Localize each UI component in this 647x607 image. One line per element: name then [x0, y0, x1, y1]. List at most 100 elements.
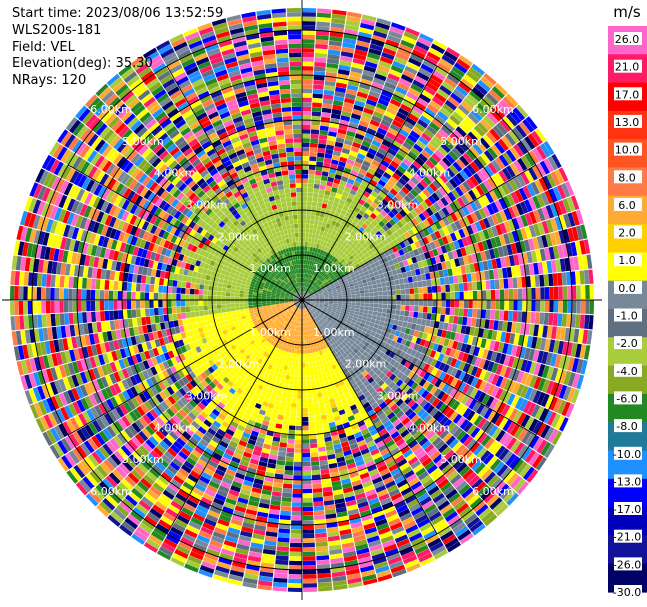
range-gate-cell [360, 144, 370, 152]
range-gate-cell [387, 211, 396, 219]
range-gate-cell [302, 120, 311, 125]
range-gate-cell [509, 162, 520, 176]
range-gate-cell [316, 225, 322, 231]
range-gate-cell [302, 21, 316, 26]
range-gate-cell [326, 232, 331, 239]
range-gate-cell [535, 145, 547, 160]
range-gate-cell [302, 192, 308, 197]
range-gate-cell [347, 260, 353, 266]
range-gate-cell [383, 135, 394, 144]
range-gate-cell [321, 203, 328, 209]
range-gate-cell [416, 71, 430, 82]
range-gate-cell [369, 119, 380, 128]
range-gate-cell [343, 139, 353, 146]
range-gate-cell [304, 287, 307, 292]
range-gate-cell [381, 217, 389, 225]
range-gate-cell [302, 223, 306, 229]
range-gate-cell [393, 56, 408, 66]
range-gate-cell [375, 205, 383, 213]
range-gate-cell [458, 183, 468, 195]
range-gate-cell [306, 278, 309, 283]
range-gate-cell [443, 139, 455, 150]
range-gate-cell [335, 267, 341, 272]
range-gate-cell [437, 62, 451, 74]
range-gate-cell [343, 186, 351, 193]
range-gate-cell [318, 244, 323, 250]
range-gate-cell [304, 273, 307, 278]
range-gate-cell [443, 121, 455, 133]
range-gate-cell [396, 236, 403, 244]
range-gate-cell [327, 54, 340, 60]
range-gate-cell [455, 172, 466, 184]
range-gate-cell [337, 69, 350, 76]
range-gate-cell [302, 48, 315, 53]
range-gate-cell [354, 263, 361, 269]
range-gate-cell [392, 238, 400, 246]
range-gate-cell [441, 184, 451, 194]
range-gate-cell [316, 273, 321, 279]
range-gate-cell [322, 261, 327, 266]
range-gate-cell [391, 94, 404, 104]
range-gate-cell [302, 286, 305, 292]
range-gate-cell [360, 194, 368, 202]
range-gate-cell [323, 89, 335, 96]
range-gate-cell [319, 125, 329, 132]
range-gate-cell [328, 244, 334, 250]
range-gate-cell [396, 220, 404, 229]
range-gate-cell [314, 66, 326, 72]
range-gate-cell [413, 173, 423, 182]
range-gate-cell [442, 156, 452, 167]
range-gate-cell [462, 181, 472, 192]
range-gate-cell [355, 191, 363, 199]
range-gate-cell [322, 198, 329, 205]
range-gate-cell [438, 219, 446, 228]
range-gate-cell [400, 39, 415, 49]
range-gate-cell [302, 291, 304, 296]
range-gate-cell [314, 215, 320, 221]
range-gate-cell [316, 229, 321, 235]
range-gate-cell [316, 26, 330, 32]
range-gate-cell [426, 125, 438, 136]
range-gate-cell [437, 146, 448, 157]
range-gate-cell [340, 152, 349, 159]
range-gate-cell [430, 74, 444, 85]
range-gate-cell [329, 266, 334, 272]
range-gate-cell [347, 154, 357, 162]
range-gate-cell [469, 201, 478, 212]
range-gate-cell [328, 45, 342, 51]
range-gate-cell [335, 207, 342, 214]
range-gate-cell [312, 288, 317, 293]
range-gate-cell [320, 276, 325, 281]
range-gate-cell [325, 76, 337, 83]
range-gate-cell [351, 165, 361, 173]
range-gate-cell [465, 178, 476, 190]
range-gate-cell [327, 265, 332, 270]
range-gate-cell [365, 226, 372, 233]
range-gate-cell [378, 202, 386, 210]
range-gate-cell [349, 71, 362, 79]
range-gate-cell [452, 161, 463, 172]
range-gate-cell [302, 205, 307, 211]
range-gate-cell [340, 115, 351, 122]
range-gate-cell [487, 162, 498, 175]
range-gate-cell [377, 127, 388, 136]
range-gate-cell [505, 149, 517, 162]
range-gate-cell [342, 205, 349, 212]
range-gate-cell [302, 250, 305, 256]
range-gate-cell [457, 141, 469, 152]
range-gate-cell [341, 253, 347, 259]
range-gate-cell [454, 186, 464, 197]
range-gate-cell [356, 128, 366, 136]
range-gate-cell [306, 250, 310, 256]
range-gate-cell [502, 167, 512, 180]
range-gate-cell [452, 88, 466, 101]
range-gate-cell [314, 62, 327, 68]
range-gate-cell [377, 179, 387, 187]
range-gate-cell [385, 221, 393, 229]
range-gate-cell [333, 178, 341, 185]
range-gate-cell [323, 157, 332, 164]
range-gate-cell [336, 188, 344, 195]
range-gate-cell [311, 120, 321, 126]
range-gate-cell [419, 93, 432, 104]
range-gate-cell [500, 183, 510, 196]
